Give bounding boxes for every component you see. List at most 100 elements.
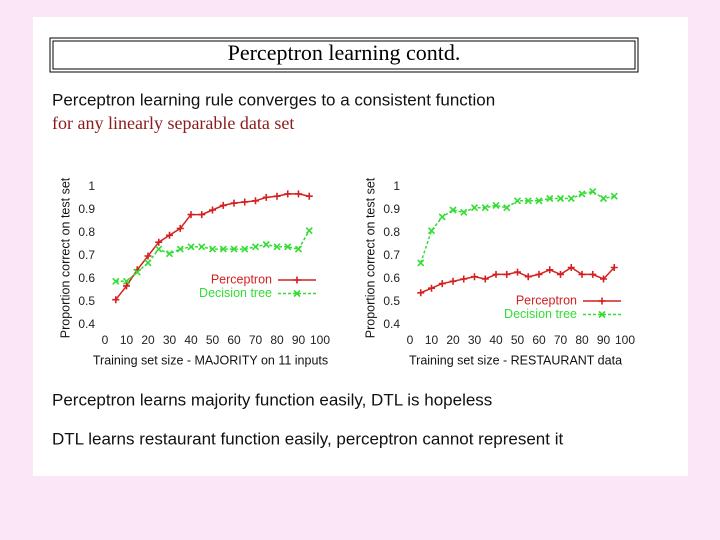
data-point: [610, 192, 618, 200]
y-tick-label: 0.6: [383, 271, 400, 285]
data-point: [600, 275, 607, 283]
x-tick-label: 10: [120, 333, 134, 347]
conclusion-line: DTL learns restaurant function easily, p…: [52, 429, 563, 448]
x-tick-label: 40: [489, 333, 503, 347]
x-tick-label: 70: [249, 333, 263, 347]
data-point: [438, 213, 446, 221]
data-point: [546, 194, 554, 203]
x-tick-label: 30: [468, 333, 482, 347]
x-axis-label: Training set size - MAJORITY on 11 input…: [93, 353, 328, 367]
data-point: [449, 277, 457, 285]
data-point: [209, 206, 216, 214]
data-point: [514, 268, 521, 276]
y-tick-label: 1: [393, 179, 400, 193]
x-tick-label: 10: [425, 333, 439, 347]
title-frame: [49, 37, 639, 73]
data-point: [122, 277, 131, 285]
data-point: [481, 275, 489, 283]
x-tick-label: 20: [446, 333, 460, 347]
data-point: [556, 194, 565, 203]
x-tick-label: 90: [597, 333, 611, 347]
data-point: [219, 245, 227, 253]
data-point: [273, 192, 281, 200]
data-point: [241, 245, 249, 253]
data-point: [524, 273, 532, 281]
data-point: [460, 275, 468, 283]
data-point: [112, 296, 120, 304]
data-point: [503, 204, 511, 212]
data-point: [295, 190, 302, 198]
y-axis-label: Proportion correct on test set: [58, 177, 72, 338]
x-tick-label: 50: [206, 333, 220, 347]
data-point: [284, 190, 292, 198]
data-point: [241, 198, 249, 206]
y-tick-label: 0.4: [78, 317, 95, 331]
slide-title: Perceptron learning contd.: [228, 40, 461, 65]
y-tick-label: 0.7: [78, 248, 95, 262]
y-tick-label: 1: [88, 179, 95, 193]
data-point: [252, 197, 259, 205]
x-tick-label: 100: [615, 333, 635, 347]
data-point: [155, 245, 163, 253]
data-point: [293, 289, 301, 298]
data-point: [449, 206, 457, 214]
legend-label: Perceptron: [516, 293, 577, 307]
x-tick-label: 20: [141, 333, 155, 347]
data-point: [293, 276, 301, 284]
y-tick-label: 0.4: [383, 317, 400, 331]
data-point: [262, 193, 270, 201]
data-point: [219, 201, 227, 209]
legend-label: Perceptron: [211, 272, 272, 286]
data-point: [535, 270, 543, 278]
x-tick-label: 100: [310, 333, 330, 347]
data-point: [417, 259, 425, 267]
data-point: [144, 259, 152, 267]
y-tick-label: 0.5: [383, 294, 400, 308]
y-tick-label: 0.7: [383, 248, 400, 262]
data-point: [567, 194, 575, 203]
y-tick-label: 0.6: [78, 271, 95, 285]
data-point: [460, 208, 468, 216]
data-point: [589, 188, 597, 196]
data-point: [417, 289, 425, 297]
legend-label: Decision tree: [199, 286, 272, 300]
y-tick-label: 0.8: [383, 225, 400, 239]
data-point: [133, 268, 141, 276]
x-tick-label: 60: [532, 333, 546, 347]
data-point: [262, 240, 270, 249]
data-point: [144, 252, 152, 260]
data-point: [471, 273, 478, 281]
data-point: [578, 270, 586, 278]
x-axis-label: Training set size - RESTAURANT data: [409, 353, 622, 367]
data-point: [481, 204, 489, 212]
data-point: [187, 211, 195, 219]
data-point: [535, 197, 543, 205]
data-point: [208, 245, 217, 253]
conclusion-line: Perceptron learns majority function easi…: [52, 390, 492, 409]
data-point: [567, 264, 575, 271]
y-axis-label: Proportion correct on test set: [363, 177, 377, 338]
data-point: [198, 243, 206, 251]
intro-line: for any linearly separable data set: [52, 113, 294, 133]
data-point: [578, 190, 586, 198]
data-point: [524, 197, 532, 205]
y-tick-label: 0.9: [78, 202, 95, 216]
data-point: [198, 211, 206, 219]
data-point: [438, 280, 446, 288]
data-point: [166, 231, 173, 239]
data-point: [428, 284, 435, 292]
data-point: [123, 282, 130, 290]
x-tick-label: 60: [227, 333, 241, 347]
x-tick-label: 0: [102, 333, 109, 347]
data-point: [294, 245, 303, 253]
x-tick-label: 40: [184, 333, 198, 347]
data-point: [546, 266, 554, 274]
data-point: [187, 243, 195, 251]
data-point: [599, 194, 608, 203]
data-point: [165, 250, 174, 258]
data-point: [492, 270, 500, 278]
legend-label: Decision tree: [504, 307, 577, 321]
y-tick-label: 0.9: [383, 202, 400, 216]
